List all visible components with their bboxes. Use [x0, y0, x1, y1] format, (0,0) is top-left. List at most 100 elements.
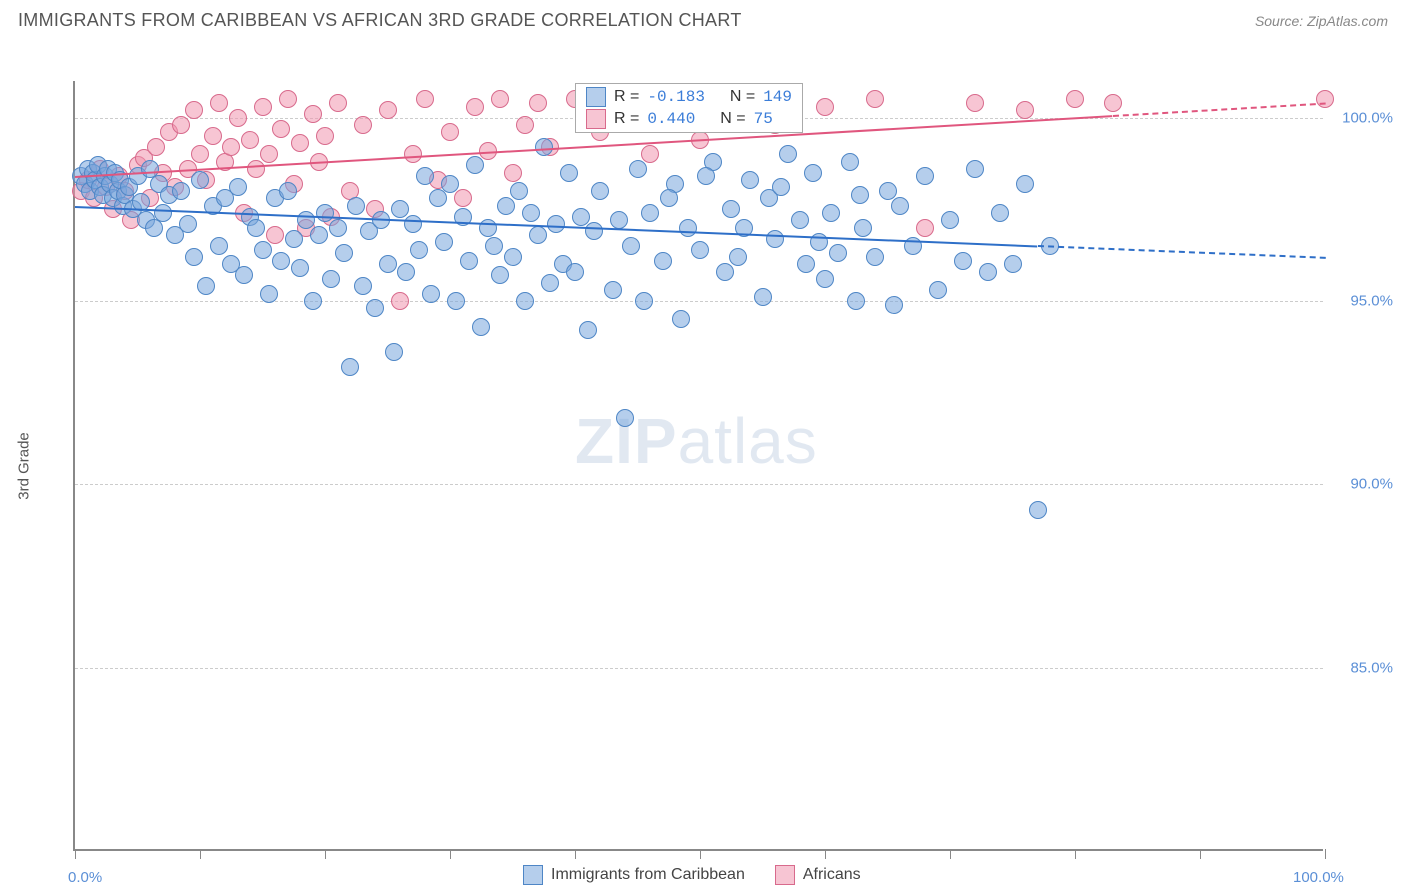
point-caribbean	[291, 259, 309, 277]
stats-r-label: R =	[614, 110, 639, 128]
x-tick	[1075, 849, 1076, 859]
point-caribbean	[635, 292, 653, 310]
point-caribbean	[479, 219, 497, 237]
point-caribbean	[422, 285, 440, 303]
point-caribbean	[729, 248, 747, 266]
point-caribbean	[991, 204, 1009, 222]
point-caribbean	[429, 189, 447, 207]
point-caribbean	[210, 237, 228, 255]
gridline-h	[75, 301, 1323, 302]
point-caribbean	[497, 197, 515, 215]
point-african	[229, 109, 247, 127]
point-caribbean	[472, 318, 490, 336]
point-caribbean	[404, 215, 422, 233]
point-african	[354, 116, 372, 134]
legend-item: Africans	[775, 865, 861, 885]
point-caribbean	[522, 204, 540, 222]
y-axis-label: 3rd Grade	[16, 432, 33, 500]
point-caribbean	[541, 274, 559, 292]
point-african	[204, 127, 222, 145]
point-african	[529, 94, 547, 112]
point-african	[291, 134, 309, 152]
legend-label: Africans	[803, 866, 861, 884]
point-caribbean	[172, 182, 190, 200]
stats-n-label: N =	[730, 88, 755, 106]
point-caribbean	[891, 197, 909, 215]
point-african	[241, 131, 259, 149]
point-african	[304, 105, 322, 123]
point-caribbean	[179, 215, 197, 233]
point-african	[816, 98, 834, 116]
point-caribbean	[447, 292, 465, 310]
y-tick-label: 95.0%	[1350, 293, 1393, 310]
point-caribbean	[385, 343, 403, 361]
stats-r-value: -0.183	[647, 88, 705, 106]
point-caribbean	[579, 321, 597, 339]
point-african	[1066, 90, 1084, 108]
point-caribbean	[772, 178, 790, 196]
x-tick	[1200, 849, 1201, 859]
point-caribbean	[679, 219, 697, 237]
point-caribbean	[572, 208, 590, 226]
legend-label: Immigrants from Caribbean	[551, 866, 745, 884]
point-caribbean	[941, 211, 959, 229]
point-caribbean	[622, 237, 640, 255]
point-caribbean	[235, 266, 253, 284]
point-african	[147, 138, 165, 156]
point-caribbean	[279, 182, 297, 200]
stats-box: R = -0.183 N = 149R = 0.440 N = 75	[575, 83, 803, 133]
source-attribution: Source: ZipAtlas.com	[1255, 13, 1388, 29]
x-tick-label-min: 0.0%	[68, 869, 102, 886]
x-tick	[575, 849, 576, 859]
point-african	[329, 94, 347, 112]
point-caribbean	[491, 266, 509, 284]
bottom-legend: Immigrants from Caribbean Africans	[523, 865, 861, 885]
point-caribbean	[347, 197, 365, 215]
legend-swatch-caribbean-icon	[523, 865, 543, 885]
point-caribbean	[435, 233, 453, 251]
point-african	[504, 164, 522, 182]
point-caribbean	[185, 248, 203, 266]
point-african	[1104, 94, 1122, 112]
chart-container: 3rd Grade 85.0%90.0%95.0%100.0%ZIPatlasR…	[18, 37, 1388, 877]
point-caribbean	[916, 167, 934, 185]
point-caribbean	[841, 153, 859, 171]
stats-n-value: 149	[763, 88, 792, 106]
point-african	[441, 123, 459, 141]
point-caribbean	[354, 277, 372, 295]
point-african	[210, 94, 228, 112]
point-caribbean	[791, 211, 809, 229]
point-caribbean	[660, 189, 678, 207]
point-caribbean	[741, 171, 759, 189]
point-caribbean	[310, 226, 328, 244]
point-caribbean	[797, 255, 815, 273]
point-caribbean	[197, 277, 215, 295]
point-caribbean	[766, 230, 784, 248]
point-caribbean	[847, 292, 865, 310]
point-african	[966, 94, 984, 112]
point-caribbean	[879, 182, 897, 200]
point-caribbean	[547, 215, 565, 233]
point-caribbean	[722, 200, 740, 218]
watermark: ZIPatlas	[575, 404, 818, 478]
point-caribbean	[822, 204, 840, 222]
point-caribbean	[466, 156, 484, 174]
chart-title: IMMIGRANTS FROM CARIBBEAN VS AFRICAN 3RD…	[18, 10, 742, 31]
point-african	[379, 101, 397, 119]
point-caribbean	[591, 182, 609, 200]
point-african	[416, 90, 434, 108]
gridline-h	[75, 484, 1323, 485]
swatch-african-icon	[586, 109, 606, 129]
point-caribbean	[485, 237, 503, 255]
trend-caribbean-extrapolated	[1037, 245, 1325, 259]
point-african	[1016, 101, 1034, 119]
point-caribbean	[297, 211, 315, 229]
y-tick-label: 85.0%	[1350, 659, 1393, 676]
point-african	[641, 145, 659, 163]
point-african	[866, 90, 884, 108]
point-caribbean	[979, 263, 997, 281]
point-caribbean	[691, 241, 709, 259]
point-caribbean	[697, 167, 715, 185]
x-tick	[1325, 849, 1326, 859]
x-tick	[950, 849, 951, 859]
